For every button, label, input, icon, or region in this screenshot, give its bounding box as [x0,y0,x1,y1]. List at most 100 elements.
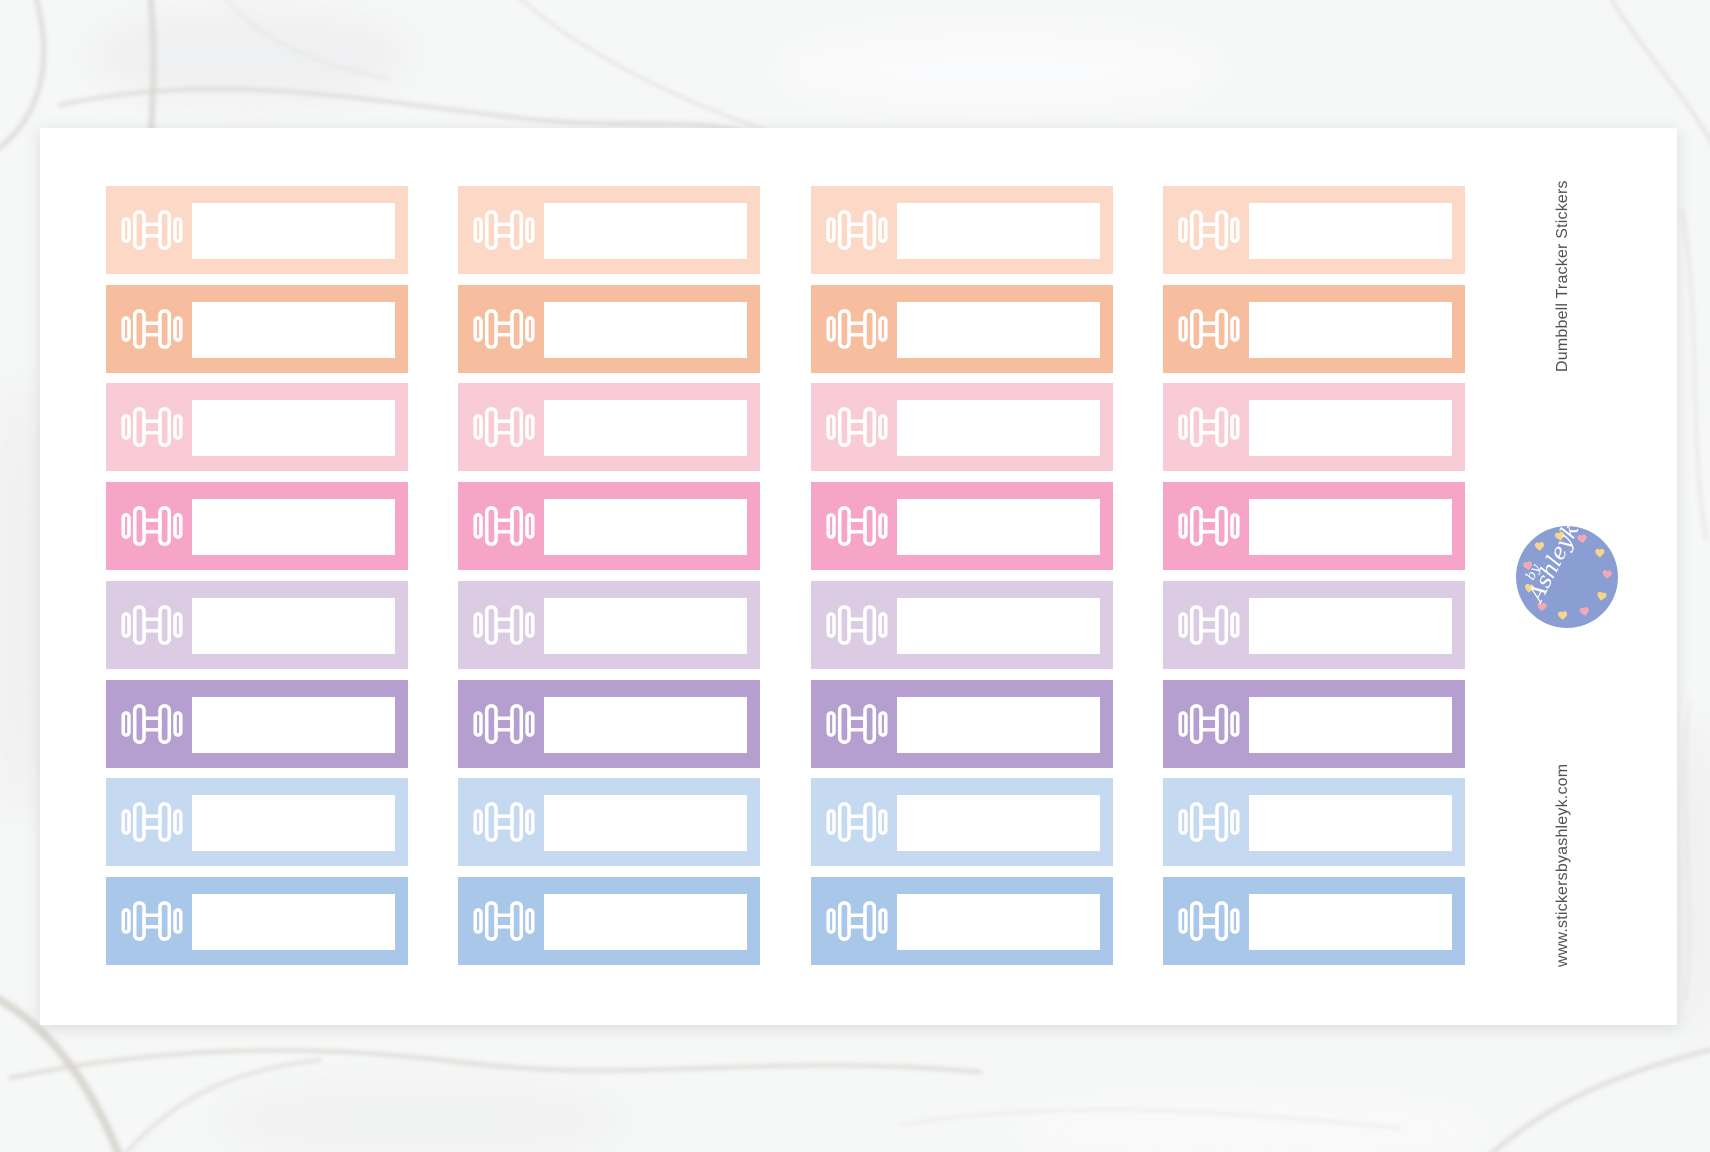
sticker-label-blank [192,697,395,753]
dumbbell-icon [473,901,535,941]
sticker-label-blank [192,894,395,950]
sticker-peach-col3 [811,285,1113,373]
dumbbell-icon [1178,704,1240,744]
heart-icon [1534,542,1545,551]
sticker-peach-col4 [1163,285,1465,373]
sticker-label-blank [897,697,1100,753]
dumbbell-icon [826,605,888,645]
dumbbell-icon [826,309,888,349]
sticker-label-blank [192,302,395,358]
dumbbell-icon [121,210,183,250]
dumbbell-icon [826,407,888,447]
sticker-label-blank [544,400,747,456]
heart-icon [1523,561,1533,571]
sticker-blue-col3 [811,877,1113,965]
sticker-label-blank [897,203,1100,259]
sticker-pink-col1 [106,482,408,570]
sticker-label-blank [1249,894,1452,950]
marble-soft-patches [0,10,1710,1152]
sticker-label-blank [192,499,395,555]
sticker-light-lavender-col4 [1163,581,1465,669]
dumbbell-icon [473,210,535,250]
sticker-light-peach-col4 [1163,186,1465,274]
dumbbell-icon [473,309,535,349]
sticker-label-blank [1249,400,1452,456]
sticker-label-blank [897,302,1100,358]
dumbbell-icon [826,210,888,250]
dumbbell-icon [826,506,888,546]
sticker-label-blank [544,302,747,358]
dumbbell-icon [121,605,183,645]
dumbbell-icon [473,506,535,546]
sticker-label-blank [544,894,747,950]
sticker-light-blue-col2 [458,778,760,866]
sticker-light-lavender-col1 [106,581,408,669]
dumbbell-icon [121,407,183,447]
sticker-lavender-col1 [106,680,408,768]
sticker-lavender-col3 [811,680,1113,768]
sticker-sheet: Dumbbell Tracker Stickers www.stickersby… [40,128,1677,1025]
sticker-lavender-col4 [1163,680,1465,768]
dumbbell-icon [121,309,183,349]
logo-hearts [1523,531,1612,620]
dumbbell-icon [121,802,183,842]
sticker-label-blank [192,598,395,654]
sticker-grid [40,128,1677,1025]
sticker-blue-col4 [1163,877,1465,965]
heart-icon [1597,591,1607,601]
heart-icon [1602,570,1612,579]
dumbbell-icon [121,704,183,744]
sticker-label-blank [1249,697,1452,753]
sticker-light-pink-col3 [811,383,1113,471]
dumbbell-icon [1178,309,1240,349]
sticker-blue-col1 [106,877,408,965]
dumbbell-icon [826,704,888,744]
dumbbell-icon [1178,506,1240,546]
heart-icon [1579,607,1589,616]
dumbbell-icon [826,901,888,941]
sticker-label-blank [544,499,747,555]
sticker-label-blank [897,400,1100,456]
heart-icon [1595,548,1605,558]
sticker-label-blank [1249,795,1452,851]
dumbbell-icon [473,407,535,447]
sticker-label-blank [192,203,395,259]
sticker-light-lavender-col2 [458,581,760,669]
dumbbell-icon [826,802,888,842]
website-vertical-text: www.stickersbyashleyk.com [1554,763,1571,967]
sticker-label-blank [1249,499,1452,555]
dumbbell-icon [473,802,535,842]
sticker-label-blank [192,400,395,456]
heart-icon [1557,611,1568,620]
sticker-label-blank [544,697,747,753]
logo-circle [1516,526,1618,628]
sticker-label-blank [192,795,395,851]
heart-icon [1577,534,1587,544]
dumbbell-icon [1178,210,1240,250]
product-title-vertical-text: Dumbbell Tracker Stickers [1554,180,1571,372]
sticker-label-blank [897,795,1100,851]
heart-icon [1537,602,1547,612]
logo-prefix-text: by [1523,561,1544,582]
sticker-label-blank [897,499,1100,555]
sticker-light-blue-col4 [1163,778,1465,866]
sticker-light-blue-col1 [106,778,408,866]
sticker-label-blank [1249,203,1452,259]
dumbbell-icon [1178,901,1240,941]
sticker-label-blank [544,598,747,654]
sticker-peach-col2 [458,285,760,373]
sticker-label-blank [544,795,747,851]
sticker-pink-col4 [1163,482,1465,570]
dumbbell-icon [121,901,183,941]
dumbbell-icon [1178,605,1240,645]
sticker-pink-col3 [811,482,1113,570]
sticker-label-blank [897,598,1100,654]
dumbbell-icon [1178,802,1240,842]
sticker-blue-col2 [458,877,760,965]
sticker-light-peach-col1 [106,186,408,274]
sticker-light-peach-col3 [811,186,1113,274]
sticker-label-blank [544,203,747,259]
dumbbell-icon [1178,407,1240,447]
sticker-peach-col1 [106,285,408,373]
